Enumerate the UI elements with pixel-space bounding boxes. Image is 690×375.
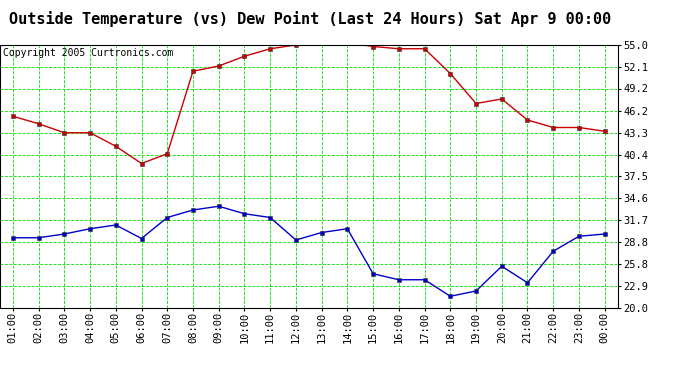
Text: Outside Temperature (vs) Dew Point (Last 24 Hours) Sat Apr 9 00:00: Outside Temperature (vs) Dew Point (Last… — [10, 11, 611, 27]
Text: Copyright 2005 Curtronics.com: Copyright 2005 Curtronics.com — [3, 48, 173, 58]
